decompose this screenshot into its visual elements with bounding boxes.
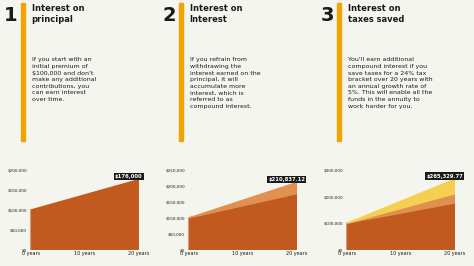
Text: If you start with an
initial premium of
$100,000 and don't
make any additional
c: If you start with an initial premium of … — [32, 57, 96, 102]
Polygon shape — [31, 180, 138, 250]
Polygon shape — [347, 203, 454, 250]
Polygon shape — [347, 180, 454, 223]
Text: $210,837.12: $210,837.12 — [268, 177, 305, 182]
Text: Interest on
principal: Interest on principal — [32, 4, 84, 24]
Polygon shape — [347, 194, 454, 223]
Text: $176,000: $176,000 — [115, 174, 143, 179]
Polygon shape — [189, 194, 296, 250]
Polygon shape — [189, 183, 296, 218]
Text: If you refrain from
withdrawing the
interest earned on the
principal, it will
ac: If you refrain from withdrawing the inte… — [190, 57, 260, 109]
Text: 2: 2 — [162, 6, 176, 25]
Text: Interest on
Interest: Interest on Interest — [190, 4, 242, 24]
Text: You'll earn additional
compound interest if you
save taxes for a 24% tax
bracket: You'll earn additional compound interest… — [347, 57, 432, 109]
Bar — [20, 3, 25, 141]
Text: $265,329.77: $265,329.77 — [426, 174, 463, 179]
Text: 1: 1 — [4, 6, 18, 25]
Bar — [337, 3, 341, 141]
Text: 3: 3 — [320, 6, 334, 25]
Bar — [179, 3, 183, 141]
Text: Interest on
taxes saved: Interest on taxes saved — [347, 4, 404, 24]
